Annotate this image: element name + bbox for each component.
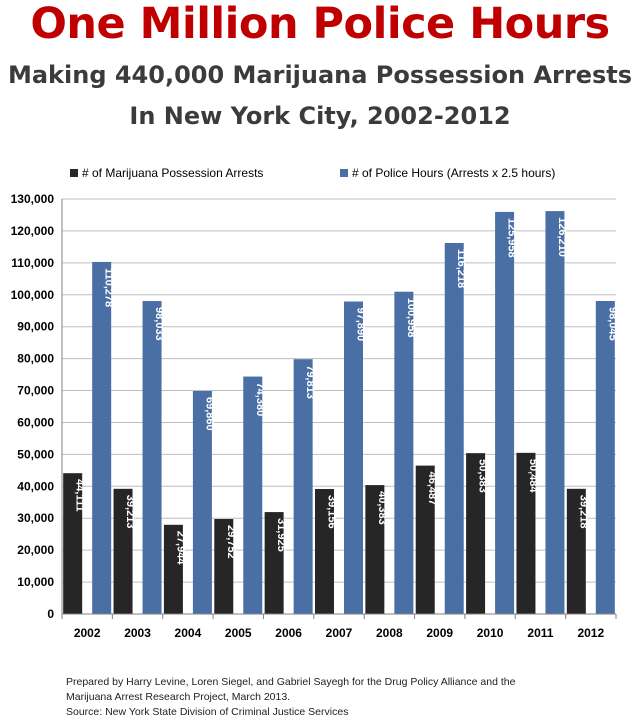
bar-arrests — [63, 473, 83, 614]
y-tick-label: 80,000 — [17, 352, 54, 366]
y-tick-label: 90,000 — [17, 320, 54, 334]
y-tick-label: 50,000 — [17, 447, 54, 461]
data-label: 39,213 — [124, 495, 136, 529]
bar-arrests — [264, 512, 284, 614]
data-label: 116,218 — [455, 249, 467, 288]
bar-police-hours — [243, 376, 263, 614]
x-tick-label: 2003 — [124, 626, 151, 640]
y-tick-label: 110,000 — [11, 256, 54, 270]
data-label: 29,752 — [225, 525, 237, 559]
data-label: 98,045 — [606, 307, 618, 341]
data-label: 126,210 — [556, 217, 568, 257]
data-label: 98,033 — [153, 307, 165, 341]
x-tick-label: 2005 — [225, 626, 252, 640]
data-label: 40,383 — [376, 491, 388, 525]
x-tick-label: 2011 — [527, 626, 553, 640]
x-tick-label: 2002 — [74, 626, 101, 640]
bar-arrests — [163, 524, 183, 614]
footer-source: Source: New York State Division of Crimi… — [66, 706, 349, 718]
y-tick-label: 60,000 — [17, 415, 54, 429]
x-tick-label: 2012 — [577, 626, 604, 640]
x-tick-label: 2006 — [275, 626, 302, 640]
x-tick-label: 2010 — [477, 626, 504, 640]
bar-police-hours — [142, 301, 162, 614]
bars: 44,111 110,278 39,213 98,033 27,944 69,860 29,… — [63, 211, 618, 614]
data-label: 39,218 — [577, 495, 589, 529]
footer-project: Marijuana Arrest Research Project, March… — [66, 691, 291, 703]
y-tick-label: 40,000 — [17, 479, 54, 493]
bar-arrests — [516, 452, 536, 614]
legend-swatch-police-hours — [340, 169, 348, 177]
data-label: 39,156 — [326, 495, 338, 529]
bar-police-hours — [595, 301, 615, 614]
bar-arrests — [214, 519, 234, 614]
data-label: 27,944 — [174, 531, 186, 566]
y-tick-label: 100,000 — [11, 288, 55, 302]
data-label: 100,958 — [405, 298, 417, 338]
y-tick-label: 20,000 — [17, 543, 54, 557]
data-label: 69,860 — [203, 397, 215, 431]
data-label: 31,925 — [275, 518, 287, 552]
bar-arrests — [315, 489, 334, 614]
data-label: 97,890 — [355, 308, 367, 342]
bar-police-hours — [444, 242, 464, 614]
legend-swatch-arrests — [70, 169, 78, 177]
data-label: 44,111 — [74, 479, 86, 511]
x-tick-label: 2007 — [326, 626, 353, 640]
bar-police-hours — [92, 261, 112, 614]
data-label: 110,278 — [103, 268, 115, 307]
y-tick-label: 130,000 — [11, 192, 55, 206]
bar-chart: 0 10,000 20,000 30,000 40,000 50,000 60,000 70,… — [11, 166, 619, 640]
chart-subtitle-line2: In New York City, 2002-2012 — [129, 102, 511, 130]
y-tick-label: 70,000 — [17, 384, 54, 398]
bar-police-hours — [192, 390, 212, 614]
bar-arrests — [566, 488, 586, 614]
bar-arrests — [113, 488, 133, 614]
y-tick-label: 30,000 — [17, 511, 54, 525]
data-label: 74,380 — [254, 383, 266, 417]
data-label: 50,484 — [527, 459, 539, 494]
y-tick-label: 10,000 — [17, 575, 54, 589]
bar-police-hours — [545, 211, 565, 614]
bar-arrests — [415, 465, 435, 614]
bar-police-hours — [394, 291, 414, 614]
bar-arrests — [365, 485, 385, 614]
chart-subtitle-line1: Making 440,000 Marijuana Possession Arre… — [7, 61, 633, 89]
data-label: 125,958 — [506, 218, 518, 258]
data-label: 79,813 — [304, 365, 316, 399]
legend-label-arrests: # of Marijuana Possession Arrests — [82, 166, 263, 180]
legend: # of Marijuana Possession Arrests # of Po… — [70, 166, 555, 180]
y-tick-label: 0 — [47, 607, 54, 621]
x-tick-label: 2004 — [175, 626, 202, 640]
footer-prepared-by: Prepared by Harry Levine, Loren Siegel, … — [66, 676, 516, 688]
y-tick-label: 120,000 — [11, 224, 55, 238]
bar-police-hours — [495, 211, 515, 614]
bar-arrests — [466, 453, 486, 614]
x-tick-label: 2008 — [376, 626, 403, 640]
bar-police-hours — [293, 359, 313, 614]
data-label: 46,487 — [426, 472, 438, 506]
x-tick-label: 2009 — [426, 626, 453, 640]
chart-title: One Million Police Hours — [30, 0, 610, 49]
bar-police-hours — [344, 301, 363, 614]
legend-label-police-hours: # of Police Hours (Arrests x 2.5 hours) — [352, 166, 555, 180]
data-label: 50,383 — [477, 459, 489, 493]
x-axis: 2002 2003 2004 2005 2006 2007 2008 2009 2010 2011… — [61, 613, 617, 640]
y-axis: 0 10,000 20,000 30,000 40,000 50,000 60,000 70,… — [11, 192, 63, 621]
